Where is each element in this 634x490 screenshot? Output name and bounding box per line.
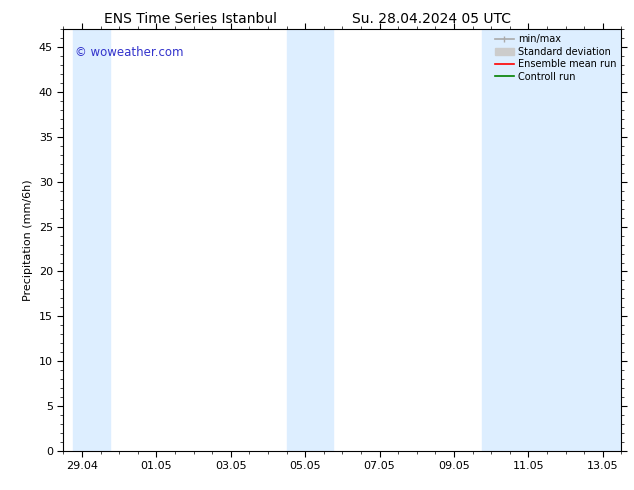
Legend: min/max, Standard deviation, Ensemble mean run, Controll run: min/max, Standard deviation, Ensemble me… [493, 32, 618, 83]
Bar [73, 29, 110, 451]
Text: Su. 28.04.2024 05 UTC: Su. 28.04.2024 05 UTC [352, 12, 510, 26]
Text: ENS Time Series Istanbul: ENS Time Series Istanbul [104, 12, 276, 26]
Y-axis label: Precipitation (mm/6h): Precipitation (mm/6h) [23, 179, 34, 301]
Bar [482, 29, 621, 451]
Text: © woweather.com: © woweather.com [75, 46, 183, 59]
Bar [287, 29, 333, 451]
